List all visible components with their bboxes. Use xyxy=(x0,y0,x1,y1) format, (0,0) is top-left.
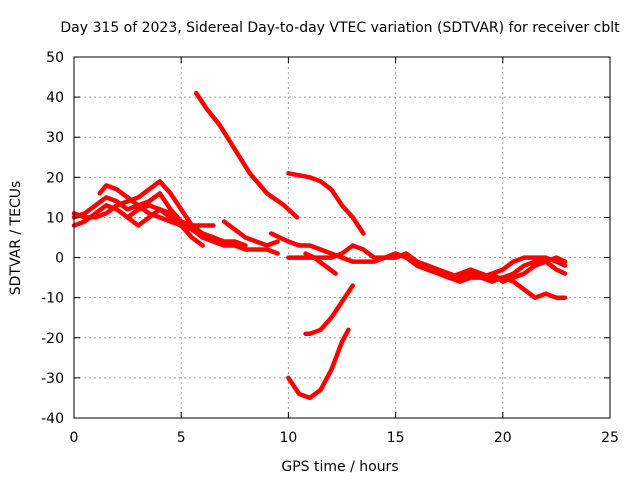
x-tick-label: 0 xyxy=(70,430,79,446)
y-tick-label: 20 xyxy=(46,170,64,186)
y-tick-label: -10 xyxy=(41,291,64,307)
series-group xyxy=(71,90,568,401)
x-tick-label: 15 xyxy=(387,430,405,446)
chart-title: Day 315 of 2023, Sidereal Day-to-day VTE… xyxy=(60,20,620,36)
series-line-arc-15 xyxy=(414,263,568,300)
series-line-arc-1 xyxy=(71,191,280,256)
axis-ticks: 0 5 10 15 20 25 -40 -30 -20 -10 0 10 20 30 40 50 xyxy=(41,50,619,446)
series-line-arc-16 xyxy=(457,259,568,280)
x-axis-label: GPS time / hours xyxy=(281,459,398,475)
series-line-arc-9 xyxy=(286,171,366,236)
y-axis-label: SDTVAR / TECUs xyxy=(8,181,24,296)
x-tick-label: 10 xyxy=(279,430,297,446)
plot-frame xyxy=(73,56,611,419)
series-line-arc-10 xyxy=(286,243,568,284)
y-tick-label: -20 xyxy=(41,331,64,347)
y-tick-label: 50 xyxy=(46,50,64,66)
series-line-arc-8 xyxy=(268,231,366,264)
series-line-arc-4 xyxy=(97,183,248,248)
y-tick-label: -40 xyxy=(41,411,64,427)
series-line-arc-5 xyxy=(125,203,216,228)
y-tick-label: 40 xyxy=(46,90,64,106)
x-tick-label: 5 xyxy=(177,430,186,446)
x-tick-label: 20 xyxy=(494,430,512,446)
x-tick-label: 25 xyxy=(601,430,619,446)
series-line-arc-12 xyxy=(303,283,355,337)
series-line-arc-6 xyxy=(193,90,300,220)
series-line-arc-11 xyxy=(303,251,338,276)
y-tick-label: 0 xyxy=(55,251,64,267)
grid xyxy=(74,57,610,418)
y-tick-label: 30 xyxy=(46,130,64,146)
series-line-arc-7 xyxy=(221,219,280,248)
y-tick-label: -30 xyxy=(41,371,64,387)
y-tick-label: 10 xyxy=(46,210,64,226)
series-line-arc-13 xyxy=(286,327,351,401)
